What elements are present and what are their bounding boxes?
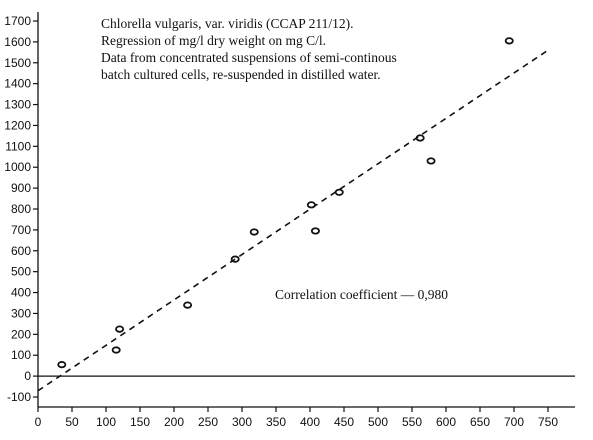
- y-tick-label: 1700: [4, 14, 31, 28]
- y-tick-label: 1000: [4, 160, 31, 174]
- data-points: [57, 37, 514, 369]
- y-tick-label: 700: [11, 223, 31, 237]
- data-point: [310, 227, 320, 235]
- y-tick-label: 1200: [4, 118, 31, 132]
- x-tick-label: 50: [65, 415, 79, 429]
- x-tick-label: 150: [130, 415, 150, 429]
- x-tick-label: 300: [232, 415, 252, 429]
- data-point: [249, 228, 259, 236]
- x-tick-label: 400: [300, 415, 320, 429]
- chart-title: Chlorella vulgaris, var. viridis (CCAP 2…: [101, 16, 397, 82]
- y-tick-label: 1300: [4, 98, 31, 112]
- x-tick-label: 700: [504, 415, 524, 429]
- x-tick-label: 750: [538, 415, 558, 429]
- data-point: [334, 188, 344, 196]
- x-tick-label: 500: [368, 415, 388, 429]
- data-point: [504, 37, 514, 45]
- x-tick-label: 200: [164, 415, 184, 429]
- y-tick-label: 1100: [5, 139, 31, 153]
- y-tick-label: 100: [11, 348, 31, 362]
- y-tick-label: 600: [11, 244, 31, 258]
- data-point: [415, 134, 425, 142]
- x-tick-label: 600: [436, 415, 456, 429]
- title-line-2: Regression of mg/l dry weight on mg C/l.: [101, 33, 326, 48]
- x-tick-label: 350: [266, 415, 286, 429]
- y-tick-label: 200: [11, 327, 31, 341]
- data-point: [426, 157, 436, 165]
- y-tick-label: 500: [11, 265, 31, 279]
- y-tick-label: 900: [11, 181, 31, 195]
- x-tick-label: 550: [402, 415, 422, 429]
- y-tick-label: 300: [11, 306, 31, 320]
- data-point: [306, 201, 316, 209]
- y-tick-label: -100: [7, 390, 31, 404]
- data-point: [115, 325, 125, 333]
- y-tick-label: 1400: [4, 77, 31, 91]
- y-axis: -100 0 100 200 300 400 500 600 700 800 900 1000 1100…: [4, 12, 39, 407]
- data-point: [111, 346, 121, 354]
- y-tick-label: 400: [11, 286, 31, 300]
- data-point: [183, 301, 193, 309]
- x-tick-label: 100: [96, 415, 116, 429]
- y-tick-label: 1500: [4, 56, 31, 70]
- y-tick-label: 1600: [4, 35, 31, 49]
- data-point: [57, 361, 67, 369]
- y-tick-label: 800: [11, 202, 31, 216]
- title-line-1: Chlorella vulgaris, var. viridis (CCAP 2…: [101, 16, 353, 31]
- regression-line: [37, 49, 549, 392]
- x-tick-label: 250: [198, 415, 218, 429]
- x-tick-label: 650: [470, 415, 490, 429]
- correlation-annotation: Correlation coefficient — 0,980: [275, 287, 448, 302]
- data-point: [230, 255, 240, 263]
- x-tick-label: 450: [334, 415, 354, 429]
- title-line-4: batch cultured cells, re-suspended in di…: [101, 67, 381, 82]
- y-tick-label: 0: [24, 369, 31, 383]
- title-line-3: Data from concentrated suspensions of se…: [101, 50, 397, 65]
- x-tick-label: 0: [35, 415, 42, 429]
- x-axis: 0 50 100 150 200 250 300 350 400 450 500 550 600 650 7…: [35, 406, 575, 429]
